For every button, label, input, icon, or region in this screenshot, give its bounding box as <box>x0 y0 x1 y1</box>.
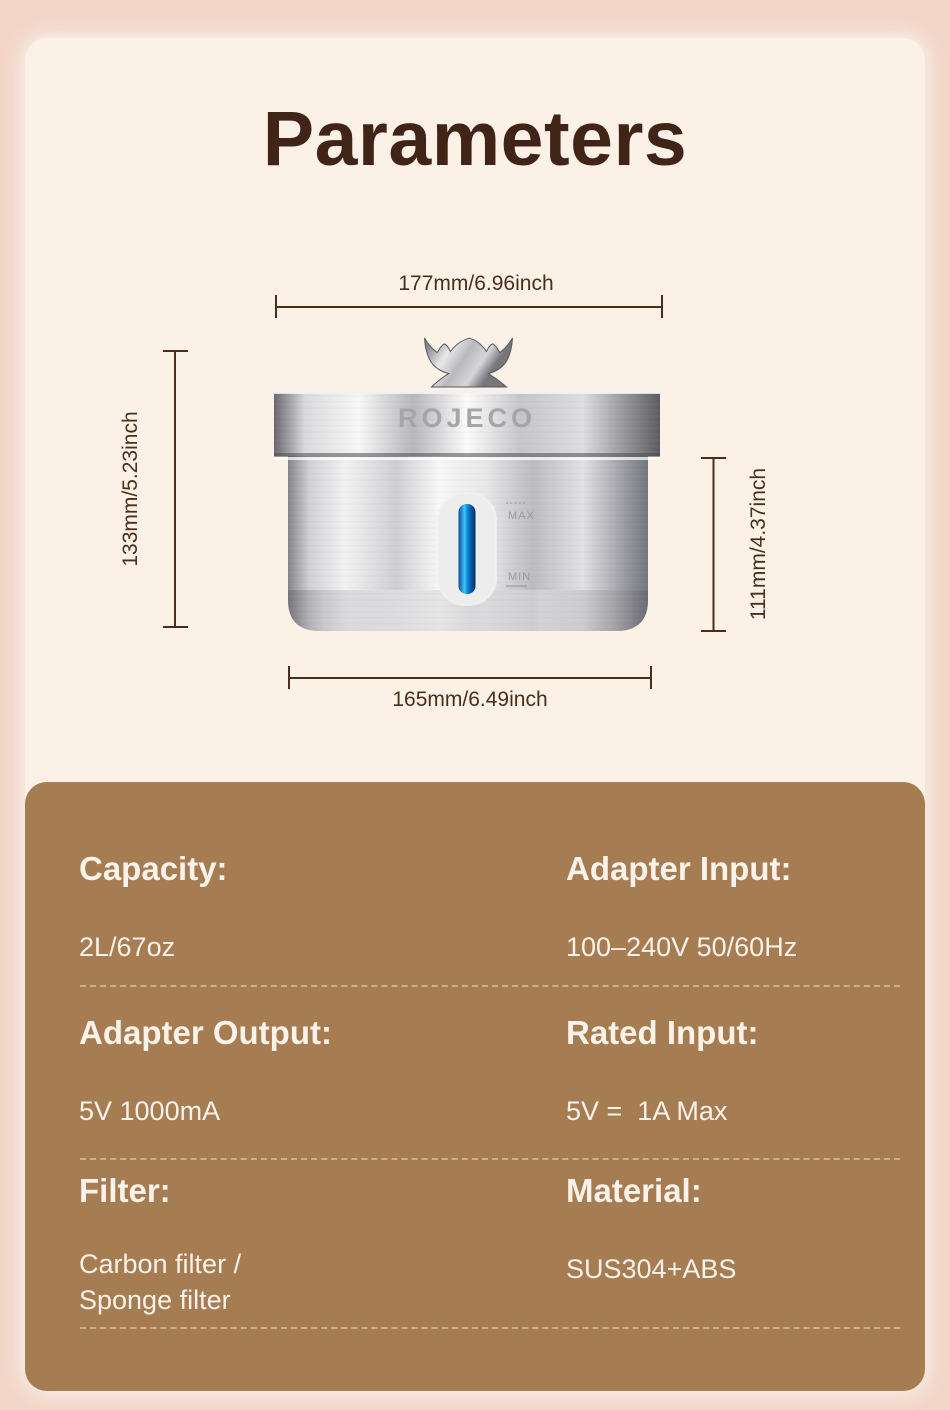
svg-text:ROJECO: ROJECO <box>398 403 536 433</box>
svg-text:MAX: MAX <box>508 510 535 522</box>
svg-text:MIN: MIN <box>508 571 531 583</box>
